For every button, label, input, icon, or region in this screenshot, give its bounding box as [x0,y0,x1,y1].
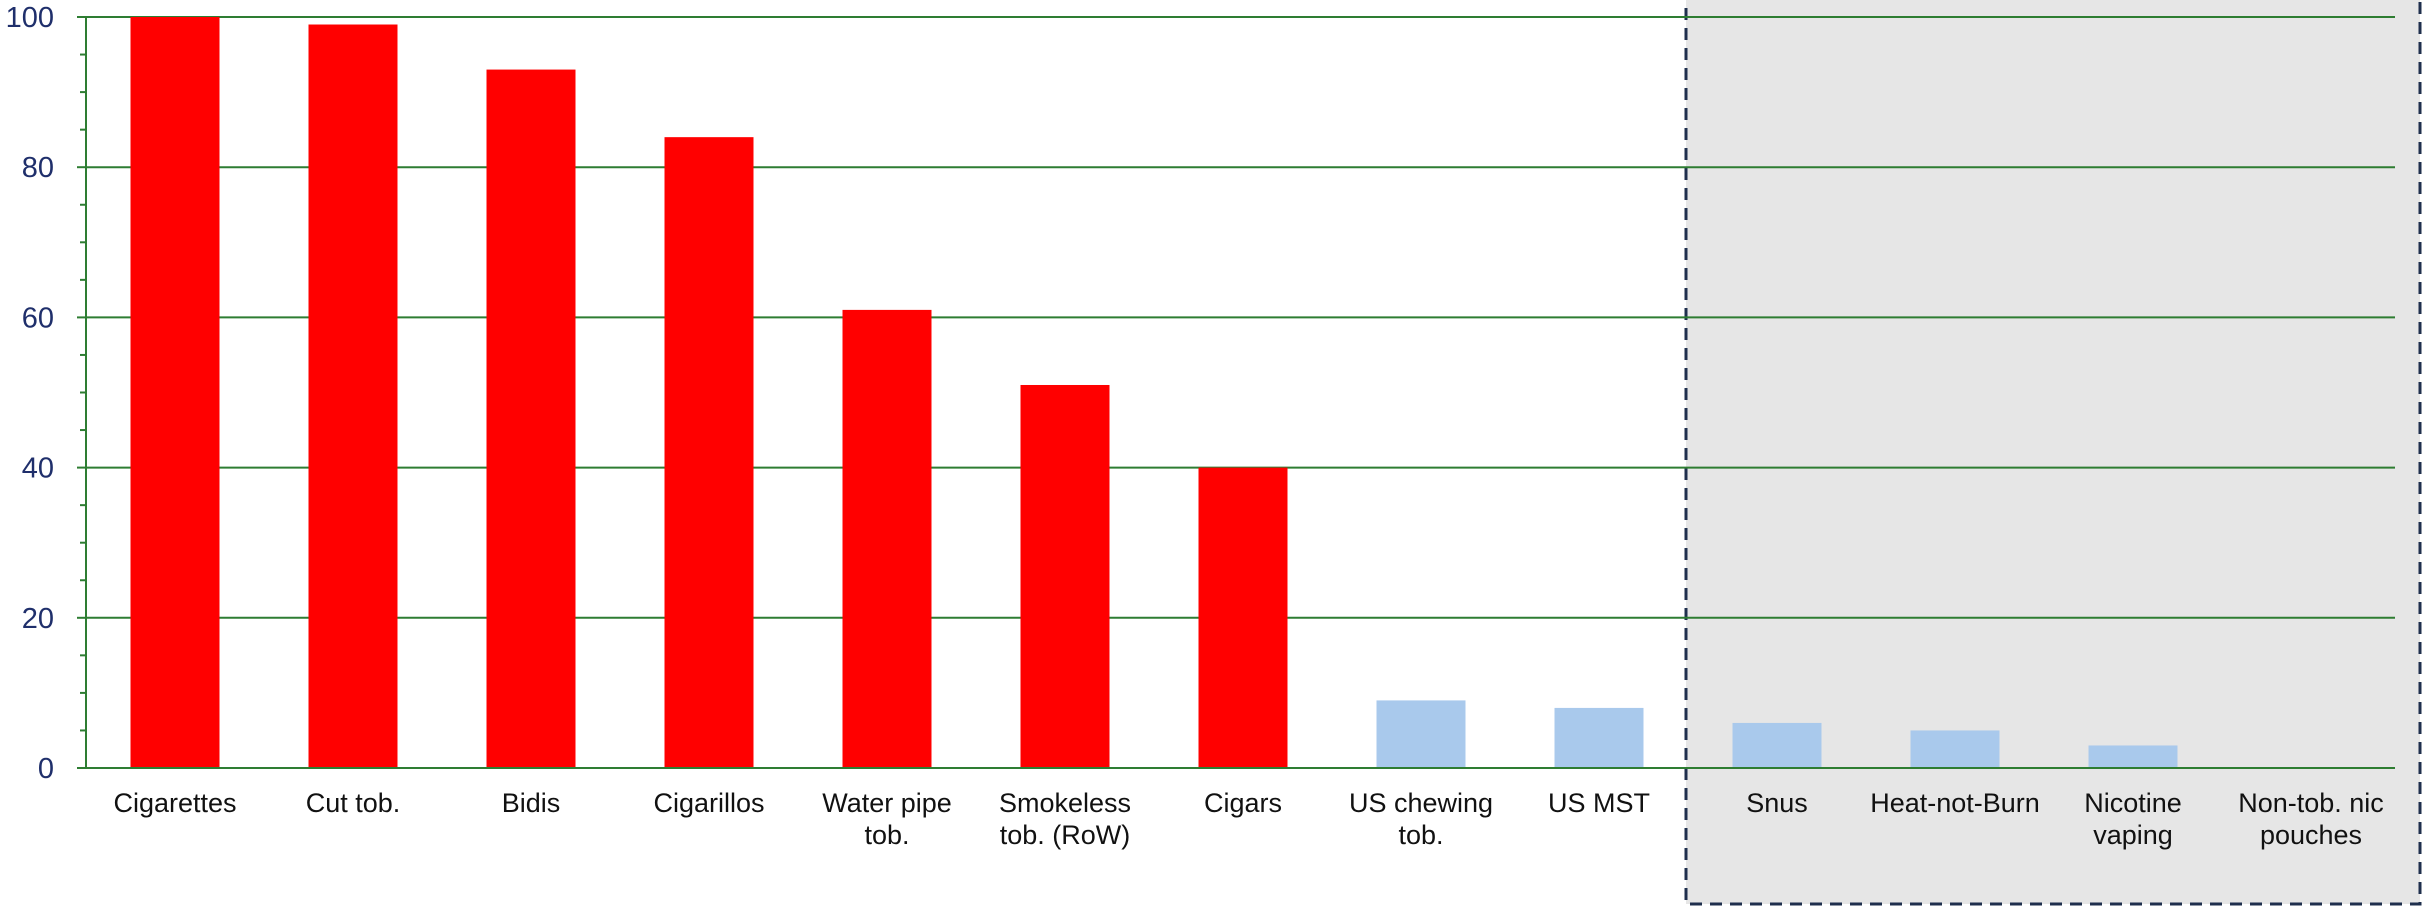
x-tick-label-line: Non-tob. nic [2238,788,2384,818]
x-tick-label-line: Water pipe [822,788,952,818]
bar-1 [130,17,220,768]
y-tick-label: 20 [22,603,54,635]
bar-11 [1910,730,2000,768]
x-tick-label-line: Bidis [502,788,561,818]
bar-7 [1198,467,1288,768]
bar-3 [486,69,576,768]
x-tick-label-line: Heat-not-Burn [1870,788,2040,818]
x-tick-label-line: tob. (RoW) [1000,820,1131,850]
x-tick-label: Non-tob. nic pouches [2238,788,2384,850]
x-tick-label-line: vaping [2093,820,2173,850]
x-tick-label-line: Cigars [1204,788,1282,818]
x-tick-label: US MST [1548,788,1650,818]
x-tick-label-line: US MST [1548,788,1650,818]
y-tick-label: 40 [22,453,54,485]
bar-6 [1020,384,1110,768]
x-tick-label-line: tob. [864,820,909,850]
y-tick-label: 100 [6,2,54,34]
x-tick-label-line: Nicotine [2084,788,2182,818]
x-tick-label-line: Cigarillos [653,788,764,818]
x-tick-label-line: US chewing [1349,788,1493,818]
x-tick-label: Smokeless tob. (RoW) [999,788,1131,850]
x-tick-label: Water pipe tob. [822,788,952,850]
x-tick-label: US chewing tob. [1349,788,1493,850]
bar-2 [308,24,398,768]
x-tick-label: Heat-not-Burn [1870,788,2040,818]
x-tick-label: Cigarettes [113,788,236,818]
bar-10 [1732,722,1822,768]
bar-5 [842,309,932,768]
x-tick-label: Cigars [1204,788,1282,818]
x-tick-label-line: Cut tob. [306,788,401,818]
x-tick-label: Cigarillos [653,788,764,818]
bar-12 [2088,745,2178,768]
x-tick-label-line: pouches [2260,820,2362,850]
x-tick-label-line: Smokeless [999,788,1131,818]
x-tick-label-line: Snus [1746,788,1808,818]
y-tick-label: 80 [22,152,54,184]
bar-8 [1376,700,1466,768]
x-tick-label: Cut tob. [306,788,401,818]
bar-9 [1554,707,1644,768]
x-tick-label: Snus [1746,788,1808,818]
x-tick-label-line: Cigarettes [113,788,236,818]
y-tick-label: 0 [38,753,54,785]
x-tick-label: Bidis [502,788,561,818]
x-tick-label: Nicotine vaping [2084,788,2182,850]
y-tick-label: 60 [22,302,54,334]
x-tick-label-line: tob. [1398,820,1443,850]
bar-4 [664,137,754,768]
